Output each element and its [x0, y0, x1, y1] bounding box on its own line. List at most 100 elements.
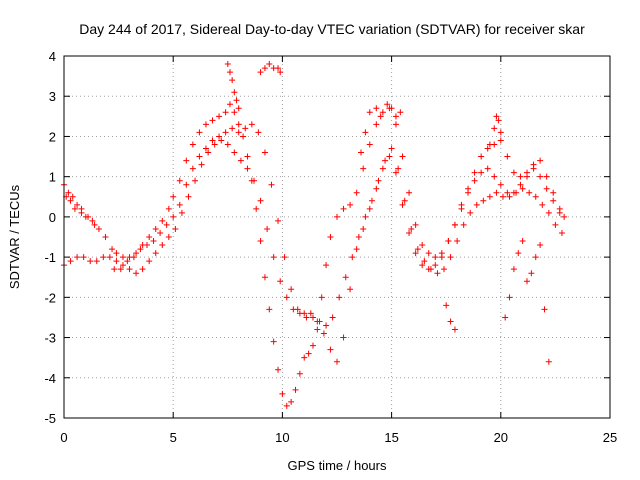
data-point: [447, 318, 454, 325]
data-point: [373, 121, 380, 128]
data-point: [460, 221, 467, 228]
y-tick-label: 0: [49, 210, 56, 225]
data-point: [229, 77, 236, 84]
data-point: [126, 266, 133, 273]
data-point: [510, 169, 517, 176]
data-point: [163, 221, 170, 228]
data-point: [318, 294, 325, 301]
data-point: [152, 225, 159, 232]
data-point: [517, 173, 524, 180]
data-point: [397, 109, 404, 116]
data-point: [486, 193, 493, 200]
data-point: [519, 185, 526, 192]
data-point: [434, 270, 441, 277]
data-point: [336, 294, 343, 301]
data-point: [320, 330, 327, 337]
data-point: [216, 133, 223, 140]
data-point: [399, 153, 406, 160]
data-point: [504, 189, 511, 196]
data-point: [277, 69, 284, 76]
data-point: [237, 157, 244, 164]
data-point: [89, 217, 96, 224]
data-point: [355, 234, 362, 240]
data-point: [226, 101, 233, 108]
data-point: [229, 125, 236, 132]
data-point: [264, 225, 271, 232]
data-point: [71, 205, 78, 212]
data-point: [235, 129, 242, 136]
data-point: [288, 398, 295, 405]
data-point: [231, 89, 238, 96]
data-point: [454, 238, 461, 245]
data-point: [74, 201, 81, 208]
data-point: [80, 254, 87, 261]
data-point: [329, 314, 336, 321]
y-tick-label: -5: [44, 411, 56, 426]
data-points: [61, 61, 568, 409]
data-point: [465, 185, 472, 192]
data-point: [349, 254, 356, 261]
data-point: [279, 390, 286, 397]
data-point: [353, 189, 360, 196]
data-point: [143, 242, 150, 249]
data-point: [233, 97, 240, 104]
data-point: [176, 177, 183, 184]
data-point: [192, 177, 199, 184]
data-point: [360, 165, 367, 172]
data-point: [146, 234, 153, 240]
data-point: [133, 250, 140, 257]
data-point: [296, 370, 303, 377]
data-point: [513, 189, 520, 196]
series-4: [224, 61, 552, 365]
data-point: [502, 314, 509, 321]
data-point: [445, 238, 452, 245]
data-point: [277, 278, 284, 285]
data-point: [443, 302, 450, 309]
data-point: [303, 314, 310, 321]
data-point: [395, 165, 402, 172]
data-point: [510, 266, 517, 273]
data-point: [222, 109, 229, 116]
data-point: [183, 181, 190, 188]
data-point: [165, 205, 172, 212]
data-point: [235, 105, 242, 112]
data-point: [358, 149, 365, 156]
data-point: [388, 105, 395, 112]
data-point: [224, 61, 231, 68]
data-point: [137, 246, 144, 253]
data-point: [172, 225, 179, 232]
data-point: [205, 149, 212, 156]
data-point: [537, 173, 544, 180]
data-point: [139, 266, 146, 273]
data-point: [226, 69, 233, 76]
data-point: [93, 258, 100, 265]
data-point: [399, 201, 406, 208]
data-point: [530, 165, 537, 172]
data-point: [419, 262, 426, 269]
data-point: [392, 121, 399, 128]
data-point: [473, 201, 480, 208]
y-tick-label: -2: [44, 290, 56, 305]
data-point: [451, 326, 458, 333]
data-point: [176, 201, 183, 208]
data-point: [377, 113, 384, 120]
data-point: [537, 242, 544, 249]
data-point: [432, 254, 439, 261]
data-point: [550, 189, 557, 196]
data-point: [353, 246, 360, 253]
data-point: [537, 157, 544, 164]
data-point: [323, 262, 330, 269]
data-point: [307, 310, 314, 317]
data-point: [447, 254, 454, 261]
series-3: [63, 121, 563, 365]
data-point: [550, 197, 557, 204]
data-point: [124, 258, 131, 265]
data-point: [517, 181, 524, 188]
data-point: [196, 129, 203, 136]
data-point: [506, 294, 513, 301]
data-point: [261, 274, 268, 281]
data-point: [334, 213, 340, 220]
data-point: [379, 165, 386, 172]
y-tick-label: 2: [49, 129, 56, 144]
data-point: [519, 238, 526, 245]
